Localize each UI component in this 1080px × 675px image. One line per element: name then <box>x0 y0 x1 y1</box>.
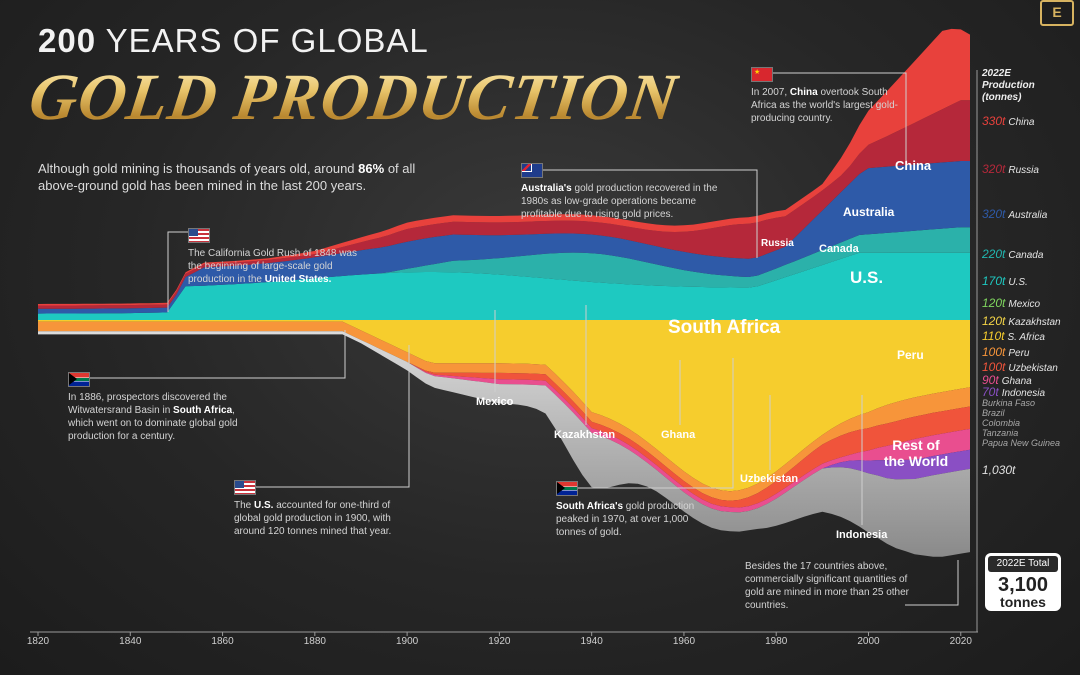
x-tick-label: 1900 <box>395 636 419 647</box>
legend-name: S. Africa <box>1007 332 1045 343</box>
total-label: 2022E Total <box>988 556 1058 572</box>
area-layer-russia <box>38 100 970 309</box>
callout-line-china <box>764 72 907 160</box>
callout-line-us-1900 <box>252 345 410 488</box>
legend-row: 330t China <box>982 114 1035 128</box>
legend-name: Kazakhstan <box>1008 317 1061 328</box>
area-label-peru: Peru <box>897 348 924 362</box>
brand-logo: E <box>1040 0 1074 26</box>
area-layer-south-africa <box>38 320 970 492</box>
legend-name: Mexico <box>1008 299 1041 310</box>
intro-text: Although gold mining is thousands of yea… <box>38 161 416 193</box>
x-tick-label: 1960 <box>672 636 696 647</box>
legend-value: 110t <box>982 329 1005 343</box>
area-label-china: China <box>895 158 932 173</box>
total-unit: tonnes <box>1000 594 1046 610</box>
legend-value: 100t <box>982 360 1006 374</box>
callout-line-australia <box>530 169 758 258</box>
title-line-1: 200 YEARS OF GLOBAL <box>38 22 429 59</box>
us-flag-icon <box>234 480 256 495</box>
area-label-australia: Australia <box>843 205 895 219</box>
x-tick-label: 2000 <box>857 636 880 647</box>
note-south-africa-peak: South Africa's gold production peaked in… <box>556 481 706 539</box>
area-label-indonesia: Indonesia <box>836 529 888 541</box>
legend-row: 320t Australia <box>982 207 1047 221</box>
legend-value: 320t <box>982 162 1006 176</box>
total-box: 2022E Total 3,100 tonnes <box>985 553 1061 611</box>
legend-rest-value: 1,030t <box>982 463 1016 477</box>
legend-small-countries: Burkina Faso Brazil Colombia Tanzania Papua … <box>982 398 1061 448</box>
callout-line-sa-peak <box>570 358 734 489</box>
legend-value: 100t <box>982 345 1006 359</box>
area-label-south-africa: South Africa <box>668 317 781 338</box>
x-tick-label: 1940 <box>580 636 603 647</box>
x-tick-label: 1820 <box>26 636 50 647</box>
legend-row: 220t Canada <box>982 247 1043 261</box>
x-tick-label: 1860 <box>211 636 234 647</box>
x-tick-label: 1920 <box>488 636 511 647</box>
legend-value: 330t <box>982 114 1006 128</box>
legend-row: 170t U.S. <box>982 274 1028 288</box>
south-africa-flag-icon <box>68 372 90 387</box>
legend-name: Canada <box>1008 250 1044 261</box>
legend-value: 320t <box>982 207 1006 221</box>
legend-row: 120t Kazakhstan <box>982 314 1061 328</box>
legend-value: 90t <box>982 373 999 387</box>
area-layer-canada <box>38 227 970 314</box>
australia-flag-icon <box>521 163 543 178</box>
legend-row: 110t S. Africa <box>982 329 1045 343</box>
area-layer-australia <box>38 161 970 314</box>
note-gold-rush: The California Gold Rush of 1848 was the… <box>188 228 363 286</box>
note-australia: Australia's gold production recovered in… <box>521 163 731 221</box>
area-layer-rest <box>38 331 970 557</box>
callout-line-gold-rush <box>167 231 188 312</box>
legend-name: China <box>1008 117 1035 128</box>
legend-heading: 2022E Production (tonnes) <box>982 68 1035 103</box>
area-layer-us <box>38 252 970 320</box>
us-flag-icon <box>188 228 210 243</box>
legend-value: 170t <box>982 274 1006 288</box>
south-africa-flag-icon <box>556 481 578 496</box>
area-label-uzbekistan: Uzbekistan <box>740 473 799 485</box>
note-others: Besides the 17 countries above, commerci… <box>745 561 909 611</box>
area-label-mexico: Mexico <box>476 396 514 408</box>
area-label-rest-of-world: Rest of the World <box>883 437 949 469</box>
china-flag-icon <box>751 66 773 82</box>
x-tick-label: 1840 <box>119 636 142 647</box>
legend-value: 120t <box>982 296 1006 310</box>
legend-value: 220t <box>982 247 1006 261</box>
legend-name: Ghana <box>1001 376 1032 387</box>
area-label-kazakhstan: Kazakhstan <box>554 429 616 441</box>
legend-value: 120t <box>982 314 1006 328</box>
legend-name: Australia <box>1008 210 1048 221</box>
legend-name: Indonesia <box>1001 388 1046 399</box>
x-tick-label: 2020 <box>949 636 972 647</box>
legend-row: 100t Uzbekistan <box>982 360 1058 374</box>
legend-row: 320t Russia <box>982 162 1039 176</box>
area-label-russia: Russia <box>761 238 794 249</box>
legend-row: 90t Ghana <box>982 373 1032 387</box>
legend-name: Russia <box>1008 165 1039 176</box>
callout-line-witwatersrand <box>79 330 346 379</box>
note-china: In 2007, China overtook South Africa as … <box>751 66 901 125</box>
legend-name: U.S. <box>1008 277 1028 288</box>
legend-row: 70t Indonesia <box>982 385 1045 399</box>
note-witwatersrand: In 1886, prospectors discovered the Witw… <box>68 372 248 443</box>
x-tick-label: 1880 <box>303 636 326 647</box>
total-value: 3,100 <box>997 574 1049 596</box>
callout-line-others <box>905 560 959 606</box>
legend-name: Uzbekistan <box>1008 363 1058 374</box>
legend-row: 100t Peru <box>982 345 1029 359</box>
area-label-ghana: Ghana <box>661 429 696 441</box>
x-tick-label: 1980 <box>765 636 788 647</box>
note-us-1900: The U.S. accounted for one-third of glob… <box>234 480 404 538</box>
area-label-canada: Canada <box>819 243 859 255</box>
legend-value: 70t <box>982 385 999 399</box>
legend-name: Peru <box>1008 348 1030 359</box>
legend-row: 120t Mexico <box>982 296 1040 310</box>
area-label-us: U.S. <box>850 268 884 287</box>
